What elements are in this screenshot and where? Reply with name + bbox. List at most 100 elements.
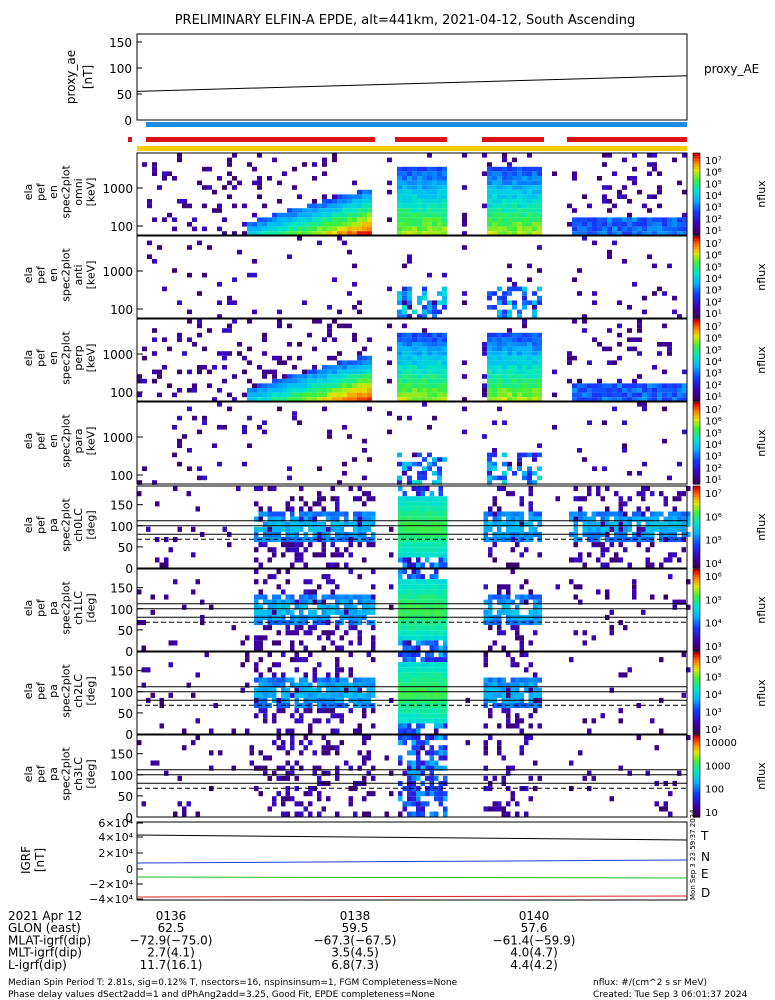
spectrogram-cell — [294, 552, 299, 558]
spectrogram-cell — [622, 443, 627, 448]
spectrogram-cell — [442, 378, 447, 384]
colorbar-swatch — [693, 332, 700, 336]
spectrogram-cell — [407, 692, 412, 698]
spectrogram-cell — [515, 625, 520, 631]
spectrogram-cell — [636, 703, 641, 709]
spectrogram-cell — [497, 740, 502, 746]
spectrogram-cell — [497, 176, 502, 181]
spectrogram-cell — [591, 718, 596, 724]
spectrogram-cell — [532, 185, 537, 190]
spectrogram-cell — [483, 692, 488, 698]
colorbar-tick-label: 10⁵ — [705, 262, 722, 273]
spectrogram-cell — [195, 735, 200, 741]
colorbar-swatch — [693, 577, 700, 581]
spectrogram-cell — [497, 189, 502, 195]
spectrogram-cell — [407, 501, 412, 507]
spectrogram-cell — [497, 692, 502, 698]
spectrogram-cell — [487, 305, 492, 310]
spectrogram-cell — [434, 496, 439, 502]
spectrogram-cell — [427, 222, 432, 227]
spectrogram-cell — [657, 351, 662, 356]
spectrogram-cell — [497, 378, 502, 384]
spectrogram-cell — [686, 521, 691, 527]
spectrogram-cell — [366, 811, 371, 817]
spectrogram-cell — [434, 562, 439, 568]
spectrogram-cell — [487, 203, 492, 209]
spectrogram-cell — [277, 222, 282, 227]
spectrogram-cell — [515, 713, 520, 719]
spectrogram-cell — [657, 397, 662, 402]
spectrogram-cell — [437, 171, 442, 176]
spectrogram-cell — [659, 526, 664, 532]
spectrogram-cell — [407, 332, 412, 338]
spectrogram-cell — [402, 323, 407, 329]
spectrogram-cell — [222, 185, 227, 190]
spectrogram-cell — [371, 511, 376, 517]
spectrogram-cell — [263, 713, 268, 719]
spectrogram-cell — [141, 620, 146, 626]
spectrogram-cell — [362, 222, 367, 227]
spectrogram-cell — [254, 620, 259, 626]
spectrogram-cell — [317, 383, 322, 388]
spectrogram-cell — [173, 537, 178, 543]
spectrogram-cell — [302, 369, 307, 375]
spectrogram-cell — [582, 194, 587, 199]
colorbar-tick-label: 10⁷ — [705, 322, 722, 333]
colorbar-swatch — [693, 502, 700, 506]
spectrogram-cell — [342, 323, 347, 329]
spectrogram-cell — [303, 562, 308, 568]
spectrogram-cell — [483, 609, 488, 615]
spectrogram-cell — [437, 392, 442, 398]
spectrogram-cell — [322, 369, 327, 375]
spectrogram-cell — [527, 397, 532, 402]
spectrogram-cell — [342, 212, 347, 218]
spectrogram-cell — [332, 199, 337, 204]
spectrogram-cell — [281, 604, 286, 610]
spectrogram-cell — [432, 383, 437, 388]
spectrogram-cell — [249, 760, 254, 766]
spectrogram-cell — [272, 486, 277, 492]
spectrogram-cell — [397, 185, 402, 190]
spectrogram-cell — [267, 557, 272, 563]
spectrogram-cell — [438, 501, 443, 507]
spectrogram-cell — [632, 153, 637, 158]
spectrogram-cell — [510, 625, 515, 631]
spectrogram-cell — [407, 222, 412, 227]
spectrogram-cell — [411, 625, 416, 631]
spectrogram-cell — [321, 609, 326, 615]
spectrogram-cell — [519, 594, 524, 600]
spectrogram-cell — [429, 589, 434, 595]
spectrogram-cell — [290, 630, 295, 636]
spectrogram-cell — [362, 226, 367, 232]
spectrogram-cell — [335, 765, 340, 771]
spectrogram-cell — [195, 672, 200, 678]
spectrogram-cell — [152, 337, 157, 342]
spectrogram-cell — [519, 496, 524, 502]
spectrogram-cell — [242, 222, 247, 227]
spectrogram-cell — [402, 677, 407, 683]
spectrogram-cell — [335, 770, 340, 776]
spectrogram-cell — [398, 594, 403, 600]
spectrogram-cell — [507, 466, 512, 471]
spectrogram-cell — [398, 728, 403, 734]
spectrogram-cell — [517, 374, 522, 379]
spectrogram-cell — [287, 231, 292, 236]
spectrogram-cell — [501, 584, 506, 590]
spectrogram-cell — [487, 369, 492, 375]
spectrogram-cell — [522, 305, 527, 310]
spectrogram-cell — [647, 254, 652, 259]
spectrogram-cell — [517, 457, 522, 462]
spectrogram-cell — [507, 277, 512, 282]
spectrogram-cell — [362, 475, 367, 481]
colorbar-swatch — [693, 795, 700, 799]
spectrogram-cell — [348, 594, 353, 600]
spectrogram-cell — [528, 526, 533, 532]
spectrogram-cell — [398, 506, 403, 512]
spectrogram-cell — [285, 677, 290, 683]
spectrogram-cell — [252, 222, 257, 227]
spectrogram-cell — [420, 692, 425, 698]
colorbar-swatch — [693, 412, 700, 417]
spectrogram-cell — [277, 383, 282, 388]
colorbar-frame — [692, 152, 701, 236]
spectrogram-cell — [600, 542, 605, 548]
